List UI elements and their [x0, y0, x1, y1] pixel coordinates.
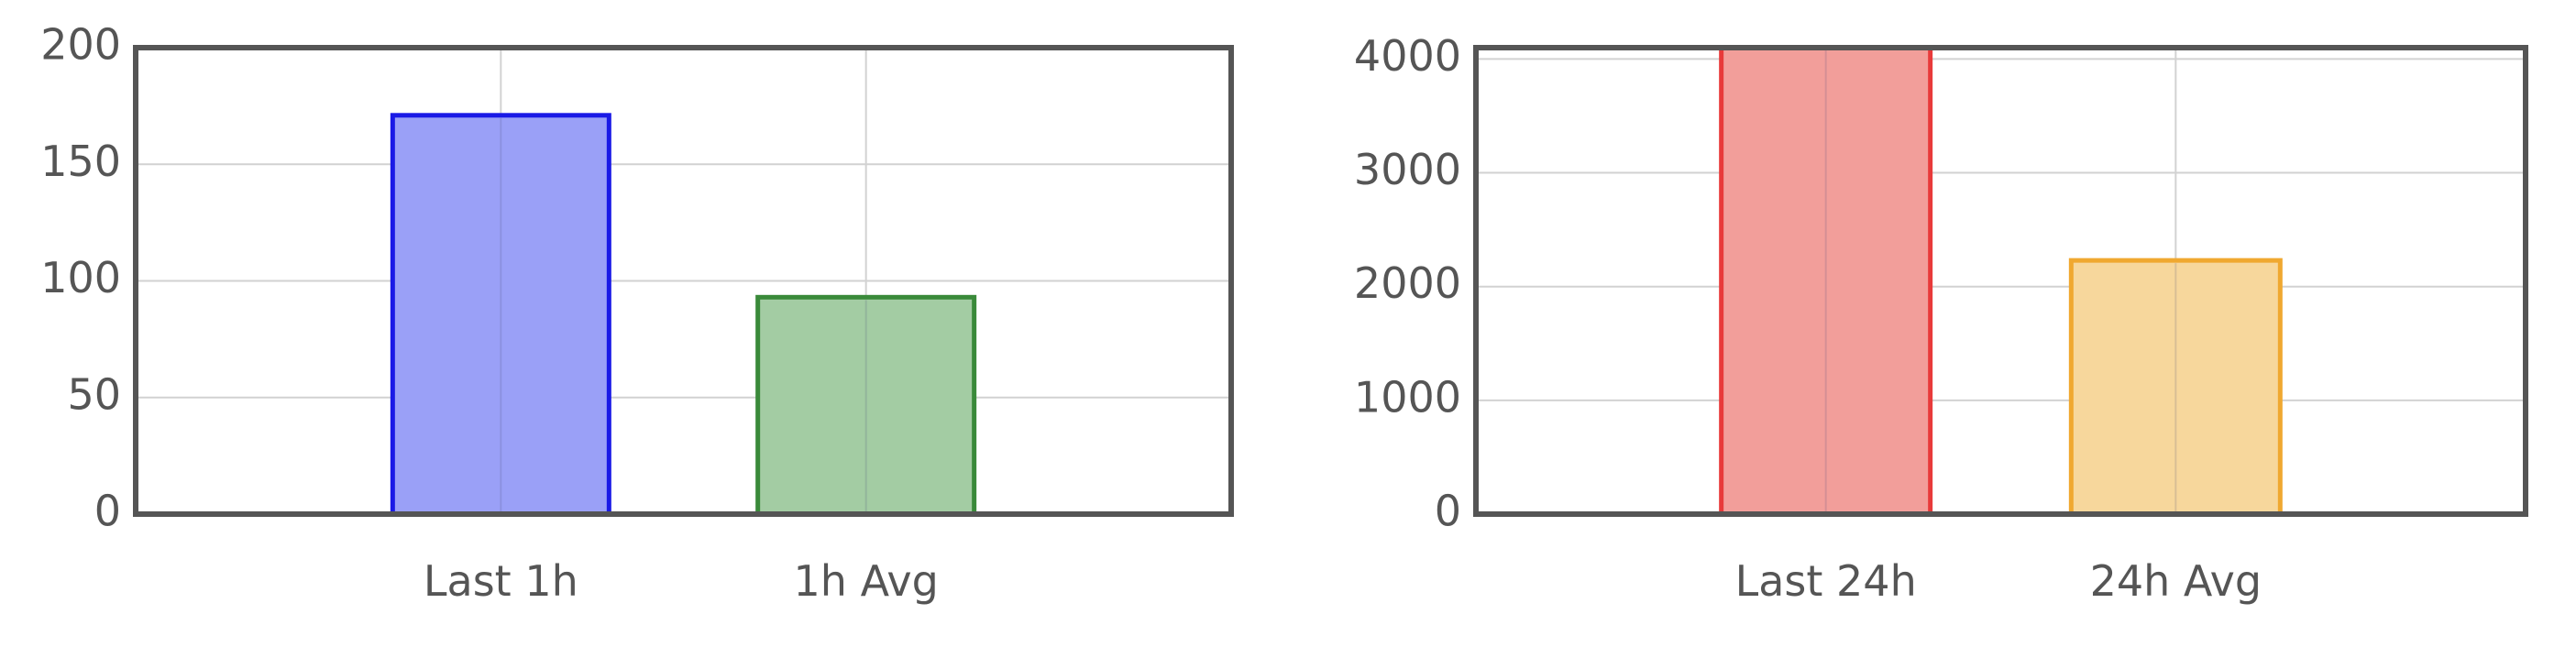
y-tick-label: 0 — [94, 487, 121, 536]
y-tick-label: 50 — [67, 369, 121, 419]
y-tick-label: 1000 — [1354, 372, 1461, 422]
y-tick-label: 4000 — [1354, 31, 1461, 81]
y-tick-label: 3000 — [1354, 145, 1461, 194]
y-tick-label: 0 — [1435, 487, 1461, 536]
x-tick-label: 24h Avg — [2090, 556, 2262, 606]
y-tick-label: 100 — [40, 253, 121, 302]
chart-hourly: 0 50 100 150 200 Last 1h 1h Avg — [40, 20, 1234, 606]
bar-last-24h[interactable] — [1719, 45, 1933, 517]
x-tick-label: Last 24h — [1735, 556, 1917, 606]
plot-frame — [133, 45, 1234, 517]
plot-frame — [1473, 45, 2528, 517]
x-tick-label: Last 1h — [424, 556, 578, 606]
y-tick-label: 200 — [40, 20, 121, 70]
y-tick-label: 2000 — [1354, 258, 1461, 308]
chart-daily: 0 1000 2000 3000 4000 Last 24h 24h Avg — [1354, 31, 2528, 606]
bar-1h-avg[interactable] — [755, 294, 977, 517]
x-tick-label: 1h Avg — [794, 556, 939, 606]
y-tick-label: 150 — [40, 137, 121, 186]
